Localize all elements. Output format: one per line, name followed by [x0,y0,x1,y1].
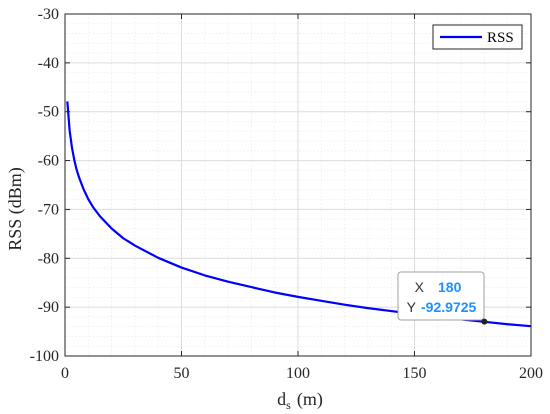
datatip[interactable]: X 180 Y -92.9725 [397,271,488,325]
y-tick-label: -70 [38,201,59,218]
x-axis-label: ds (m) [277,389,323,412]
x-tick-label: 200 [519,365,543,382]
x-tick-label: 150 [403,365,427,382]
y-tick-label: -90 [38,299,59,316]
legend-label-rss: RSS [487,30,514,46]
x-tick-label: 0 [61,365,69,382]
datatip-box [397,271,485,321]
y-tick-label: -30 [38,6,59,23]
x-axis-label-main: d [277,389,286,409]
x-tick-label: 50 [174,365,190,382]
y-axis-label: RSS (dBm) [5,167,26,251]
datatip-x-value: 180 [438,279,462,295]
tick-labels: 0 50 100 150 200 -100 -90 -80 -70 -60 -50 -40 -30 [30,6,543,382]
datatip-x-label: X [415,279,425,295]
x-axis-label-subscript: s [286,398,291,412]
y-tick-label: -80 [38,250,59,267]
y-tick-label: -40 [38,55,59,72]
axes-frame [64,13,532,357]
y-tick-label: -100 [30,348,59,365]
datatip-y-label: Y [407,299,417,315]
datatip-marker[interactable] [481,318,488,325]
x-axis-label-unit: (m) [297,389,323,410]
y-tick-label: -50 [38,104,59,121]
x-tick-label: 100 [286,365,310,382]
y-tick-label: -60 [38,153,59,170]
legend: RSS [432,24,523,50]
datatip-y-value: -92.9725 [421,299,476,315]
